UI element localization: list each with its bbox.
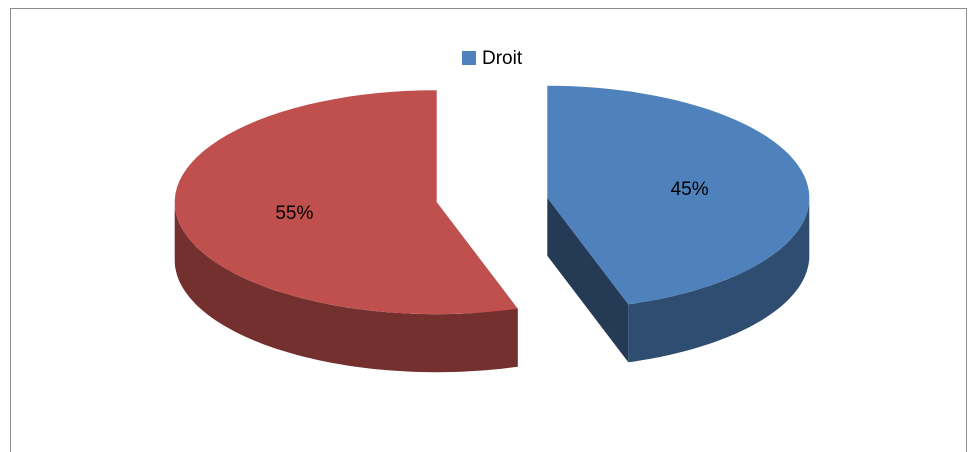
chart-frame (10, 8, 967, 452)
slice (174, 90, 518, 315)
slice-side (174, 202, 518, 373)
slice-side (628, 197, 810, 363)
legend-label: Droit (482, 48, 523, 69)
data-label: 45% (671, 179, 709, 200)
slice (547, 85, 810, 305)
slice-cut-face (547, 197, 629, 363)
legend-swatch (462, 51, 476, 65)
data-label: 55% (275, 203, 313, 224)
